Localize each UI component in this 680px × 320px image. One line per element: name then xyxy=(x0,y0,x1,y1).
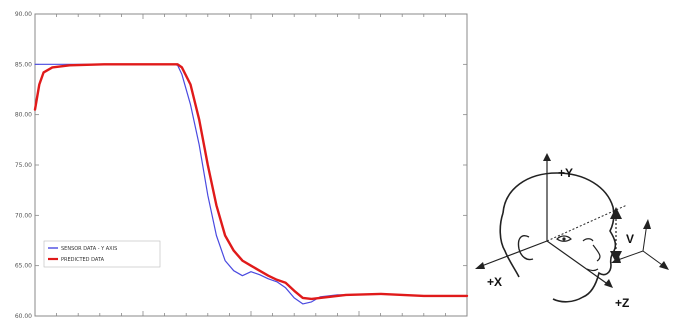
y-tick-label: 80.00 xyxy=(15,112,32,119)
head-back xyxy=(499,212,520,278)
y-axis-arrow-icon xyxy=(543,153,551,161)
velocity-down-arrow-icon xyxy=(610,251,622,263)
nose xyxy=(592,244,601,262)
z-axis-arrow-icon xyxy=(604,279,613,288)
eye-right xyxy=(582,238,594,242)
plus-x-label: +X xyxy=(487,275,502,289)
velocity-up-arrow-icon xyxy=(610,207,622,219)
v-label: V xyxy=(626,232,634,246)
line-chart: 60.00 65.00 70.00 75.00 80.00 85.00 90.00 SENS… xyxy=(15,11,469,320)
head-axes-diagram: +Y +X +Z V xyxy=(475,153,669,310)
plot-frame xyxy=(34,13,468,317)
series-layer xyxy=(33,63,469,305)
y-tick-label: 65.00 xyxy=(15,263,32,270)
ear-outline xyxy=(517,235,534,261)
plus-y-label: +Y xyxy=(558,166,573,180)
small-frame-left-arrow-icon xyxy=(611,256,621,263)
series-predicted-line xyxy=(33,63,469,301)
x-axis-arrow-icon xyxy=(475,262,485,269)
pupil-left xyxy=(562,237,566,241)
legend: SENSOR DATA - Y AXIS PREDICTED DATA xyxy=(43,240,161,268)
y-tick-label: 60.00 xyxy=(15,313,32,320)
z-axis-line xyxy=(546,240,610,286)
y-tick-label: 90.00 xyxy=(15,11,32,18)
x-axis-line xyxy=(478,240,548,268)
small-frame-up-arrow-icon xyxy=(643,219,651,229)
dotted-line xyxy=(546,204,628,242)
small-frame-right-arrow-icon xyxy=(659,261,669,270)
y-tick-label: 70.00 xyxy=(15,212,32,219)
legend-label: PREDICTED DATA xyxy=(61,257,105,263)
legend-label: SENSOR DATA - Y AXIS xyxy=(61,246,117,252)
plus-z-label: +Z xyxy=(615,296,629,310)
y-tick-label: 85.00 xyxy=(15,61,32,68)
head-outline xyxy=(502,172,617,303)
eye-left xyxy=(556,235,572,242)
y-tick-label: 75.00 xyxy=(15,162,32,169)
grid-layer xyxy=(34,13,468,317)
y-tick-labels: 60.00 65.00 70.00 75.00 80.00 85.00 90.00 xyxy=(15,11,32,320)
legend-box xyxy=(43,240,161,268)
